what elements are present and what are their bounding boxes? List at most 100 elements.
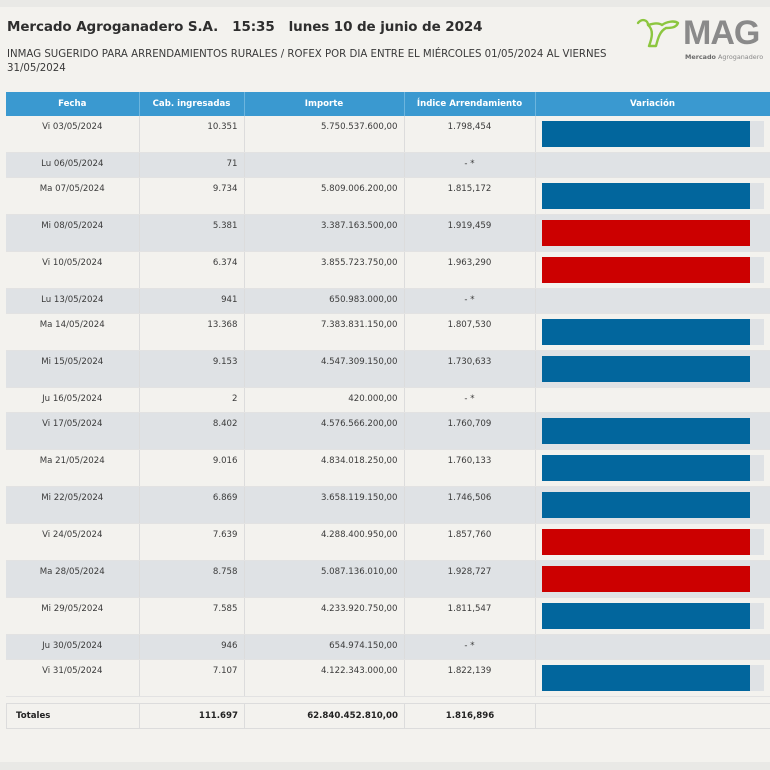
cell-cab: 6.374 <box>139 251 245 289</box>
cell-indice-text: 1.798,454 <box>447 122 492 132</box>
cell-cab-text: 941 <box>221 295 238 305</box>
company-name: Mercado Agroganadero S.A. <box>7 19 219 35</box>
cell-cab-text: 13.368 <box>207 320 238 330</box>
table-row[interactable]: Ju 16/05/2024 2 420.000,00 - * <box>6 387 770 413</box>
cell-importe-text: 420.000,00 <box>348 394 398 404</box>
table-row[interactable]: Ma 28/05/2024 8.758 5.087.136.010,00 1.928,… <box>6 560 770 598</box>
col-header-variacion[interactable]: Variación <box>535 92 770 116</box>
cell-indice: 1.919,459 <box>404 214 536 252</box>
cell-cab: 13.368 <box>139 313 245 351</box>
table-row[interactable]: Lu 06/05/2024 71 - * <box>6 152 770 178</box>
cell-cab: 2 <box>139 387 245 413</box>
col-header-fecha[interactable]: Fecha <box>6 92 140 116</box>
cell-indice-text: - * <box>464 295 475 305</box>
cell-cab-text: 10.351 <box>207 122 238 132</box>
table-row[interactable]: Ma 14/05/2024 13.368 7.383.831.150,00 1.807… <box>6 313 770 351</box>
logo-wordmark: MAG <box>683 14 760 52</box>
variation-bar-down <box>541 319 751 345</box>
totals-row: Totales 111.697 62.840.452.810,00 1.816,… <box>6 703 770 729</box>
cell-fecha-text: Vi 03/05/2024 <box>42 122 103 132</box>
cell-importe: 4.288.400.950,00 <box>244 523 405 561</box>
cell-indice: 1.746,506 <box>404 486 536 524</box>
cell-fecha: Ju 30/05/2024 <box>6 634 140 660</box>
cell-cab: 8.758 <box>139 560 245 598</box>
table-row[interactable]: Vi 10/05/2024 6.374 3.855.723.750,00 1.963,… <box>6 251 770 289</box>
totals-importe: 62.840.452.810,00 <box>244 703 405 729</box>
cell-variacion <box>535 214 770 252</box>
variation-bar-track <box>541 319 764 345</box>
table-row[interactable]: Ma 07/05/2024 9.734 5.809.006.200,00 1.815,… <box>6 177 770 215</box>
variation-bar-down <box>541 121 751 147</box>
cell-indice-text: 1.760,709 <box>447 419 492 429</box>
cell-importe: 654.974.150,00 <box>244 634 405 660</box>
variation-bar-down <box>541 492 751 518</box>
cell-importe: 7.383.831.150,00 <box>244 313 405 351</box>
variation-bar-track <box>541 356 764 382</box>
table-row[interactable]: Ma 21/05/2024 9.016 4.834.018.250,00 1.760,… <box>6 449 770 487</box>
cell-variacion <box>535 288 770 314</box>
table-row[interactable]: Mi 08/05/2024 5.381 3.387.163.500,00 1.919,… <box>6 214 770 252</box>
cell-cab-text: 7.107 <box>212 666 238 676</box>
cell-cab: 71 <box>139 152 245 178</box>
table-row[interactable]: Vi 24/05/2024 7.639 4.288.400.950,00 1.857,… <box>6 523 770 561</box>
totals-table: Totales 111.697 62.840.452.810,00 1.816,… <box>6 703 770 729</box>
variation-bar-up <box>541 566 751 592</box>
table-row[interactable]: Mi 15/05/2024 9.153 4.547.309.150,00 1.730,… <box>6 350 770 388</box>
mag-logo: MAG Mercado Agroganadero <box>636 14 770 66</box>
cell-cab-text: 7.639 <box>212 530 238 540</box>
totals-indice: 1.816,896 <box>404 703 536 729</box>
cell-cab: 10.351 <box>139 116 245 153</box>
col-header-cab-ingresadas[interactable]: Cab. ingresadas <box>139 92 245 116</box>
cell-fecha: Mi 08/05/2024 <box>6 214 140 252</box>
col-header-indice[interactable]: Índice Arrendamiento <box>404 92 536 116</box>
cell-fecha: Vi 24/05/2024 <box>6 523 140 561</box>
cell-importe-text: 4.288.400.950,00 <box>320 530 398 540</box>
cell-importe-text: 4.122.343.000,00 <box>320 666 398 676</box>
page-title: Mercado Agroganadero S.A. 15:35 lunes 10 d… <box>7 19 496 35</box>
table-row[interactable]: Mi 22/05/2024 6.869 3.658.119.150,00 1.746,… <box>6 486 770 524</box>
variation-bar-down <box>541 665 751 691</box>
cell-indice: 1.811,547 <box>404 597 536 635</box>
cell-fecha: Vi 17/05/2024 <box>6 412 140 450</box>
cell-fecha: Vi 03/05/2024 <box>6 116 140 153</box>
cell-importe: 3.387.163.500,00 <box>244 214 405 252</box>
bottom-strip <box>0 762 770 770</box>
cell-importe-text: 3.855.723.750,00 <box>320 258 398 268</box>
cell-fecha-text: Mi 29/05/2024 <box>41 604 104 614</box>
col-header-importe[interactable]: Importe <box>244 92 405 116</box>
cell-indice-text: 1.746,506 <box>447 493 492 503</box>
cell-indice-text: 1.857,760 <box>447 530 492 540</box>
cell-importe: 5.809.006.200,00 <box>244 177 405 215</box>
table-row[interactable]: Mi 29/05/2024 7.585 4.233.920.750,00 1.811,… <box>6 597 770 635</box>
table-row[interactable]: Lu 13/05/2024 941 650.983.000,00 - * <box>6 288 770 314</box>
cell-cab-text: 7.585 <box>212 604 238 614</box>
cell-cab: 7.585 <box>139 597 245 635</box>
cell-indice-text: 1.822,139 <box>447 666 492 676</box>
totals-variacion-empty <box>535 703 770 729</box>
table-row[interactable]: Vi 31/05/2024 7.107 4.122.343.000,00 1.822,… <box>6 659 770 697</box>
variation-bar-down <box>541 455 751 481</box>
cell-indice-text: 1.928,727 <box>447 567 492 577</box>
cell-importe-text <box>245 153 398 159</box>
cell-cab: 5.381 <box>139 214 245 252</box>
cell-fecha: Ma 14/05/2024 <box>6 313 140 351</box>
table-row[interactable]: Ju 30/05/2024 946 654.974.150,00 - * <box>6 634 770 660</box>
variation-bar-track <box>541 183 764 209</box>
cell-fecha: Mi 22/05/2024 <box>6 486 140 524</box>
table-row[interactable]: Vi 03/05/2024 10.351 5.750.537.600,00 1.798… <box>6 116 770 153</box>
table-row[interactable]: Vi 17/05/2024 8.402 4.576.566.200,00 1.760,… <box>6 412 770 450</box>
cell-cab-text: 8.758 <box>212 567 238 577</box>
cell-indice: 1.815,172 <box>404 177 536 215</box>
cell-importe-text: 5.809.006.200,00 <box>320 184 398 194</box>
cell-importe: 3.855.723.750,00 <box>244 251 405 289</box>
cell-fecha-text: Ma 21/05/2024 <box>39 456 105 466</box>
cell-indice: 1.822,139 <box>404 659 536 697</box>
cell-importe: 4.122.343.000,00 <box>244 659 405 697</box>
cell-variacion <box>535 177 770 215</box>
cell-variacion <box>535 116 770 153</box>
variation-bar-up <box>541 220 751 246</box>
variation-bar-down <box>541 418 751 444</box>
cell-indice-text: - * <box>464 641 475 651</box>
cell-cab: 9.734 <box>139 177 245 215</box>
cell-fecha: Mi 29/05/2024 <box>6 597 140 635</box>
